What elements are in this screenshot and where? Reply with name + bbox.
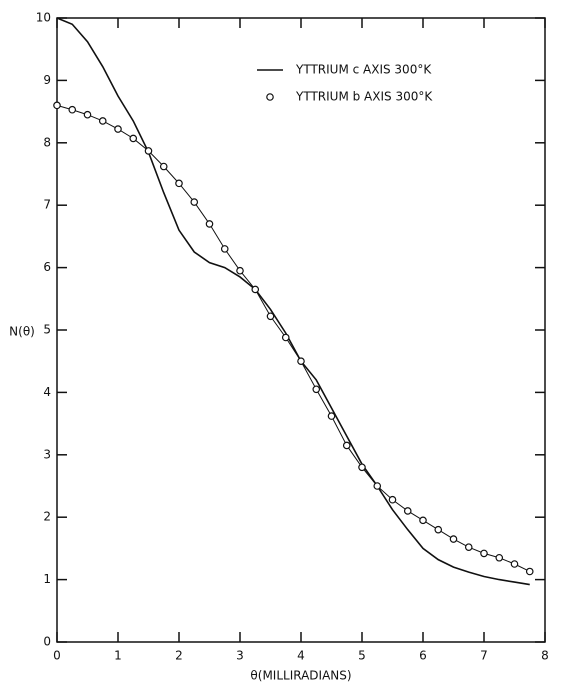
data-point [525,567,534,576]
data-point [144,147,153,155]
data-point [175,179,183,188]
data-point [236,266,244,275]
data-point [327,412,336,420]
data-point [190,198,199,206]
data-point [358,463,366,472]
data-point [68,105,77,114]
marker-connector [56,104,530,572]
data-point [114,125,122,133]
y-tick-label: 6 [43,260,51,274]
y-tick-label: 0 [43,635,51,649]
data-point [266,312,275,321]
data-point [464,543,473,551]
x-tick-label: 1 [114,649,122,663]
legend-label: YTTRIUM b AXIS 300°K [295,90,433,104]
y-tick-label: 2 [43,510,51,524]
data-point [129,134,138,143]
x-tick-label: 3 [236,649,244,663]
data-point [83,110,92,119]
data-point [220,245,229,253]
y-tick-label: 10 [36,11,51,25]
x-tick-label: 2 [175,649,183,663]
data-point [449,535,458,543]
data-point [434,525,443,534]
y-tick-label: 5 [43,323,51,337]
y-tick-label: 7 [43,198,51,212]
data-point [53,101,61,110]
data-point [342,441,351,450]
data-point [312,385,321,394]
data-point [159,162,168,171]
data-point [98,117,107,125]
data-point [373,482,382,490]
x-tick-label: 0 [53,649,61,663]
legend-marker [266,93,274,101]
y-axis-label: N(θ) [9,325,35,339]
data-point [495,553,504,562]
data-line [56,17,530,586]
y-tick-label: 1 [43,572,51,586]
data-point [251,285,260,294]
data-point [297,357,305,366]
y-tick-label: 3 [43,447,51,461]
legend-label: YTTRIUM c AXIS 300°K [295,63,432,77]
x-tick-label: 5 [358,649,366,663]
x-tick-label: 7 [480,649,488,663]
x-tick-label: 4 [297,649,305,663]
data-point [403,507,412,515]
data-point [480,549,488,558]
y-tick-label: 8 [43,135,51,149]
data-point [419,516,427,525]
data-point [205,220,214,228]
x-tick-label: 8 [541,649,549,663]
data-point [510,560,519,568]
x-tick-label: 6 [419,649,427,663]
x-axis-label: θ(MILLIRADIANS) [250,669,351,683]
y-tick-label: 9 [43,73,51,87]
data-point [281,333,290,342]
y-tick-label: 4 [43,385,51,399]
data-point [388,495,397,504]
